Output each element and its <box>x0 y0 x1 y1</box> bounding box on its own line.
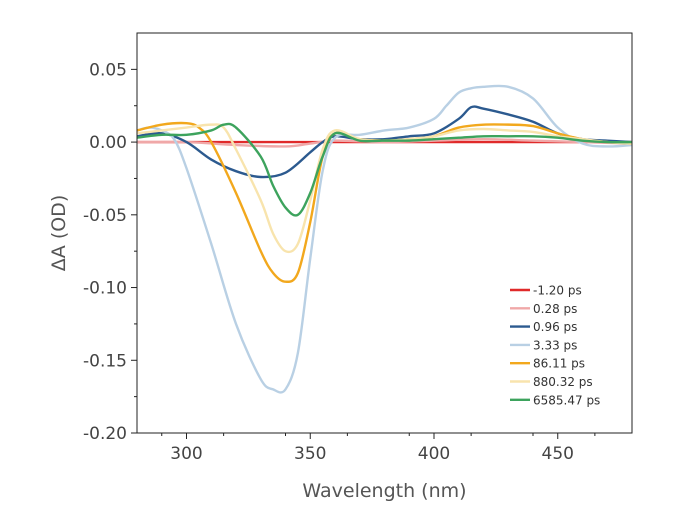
legend-label-3: 0.96 ps <box>533 320 577 334</box>
legend-label-4: 3.33 ps <box>533 338 577 352</box>
x-tick-label: 450 <box>542 444 574 464</box>
y-tick-label: -0.20 <box>83 424 127 444</box>
legend-label-5: 86.11 ps <box>533 357 585 371</box>
series-line-7 <box>136 122 633 217</box>
y-axis-title: ΔA (OD) <box>48 195 70 271</box>
series-line-5 <box>136 121 633 283</box>
legend: -1.20 ps 0.28 ps 0.96 ps 3.33 ps 86.11 ps 880… <box>510 284 600 407</box>
x-axis-title: Wavelength (nm) <box>302 480 466 502</box>
y-tick-label: 0.00 <box>89 133 127 153</box>
tick-layer: 300 350 400 450 0.05 0.00 -0.05 -0.10 -0.15 -0.20 <box>83 60 596 464</box>
series-line-6 <box>136 123 633 254</box>
y-tick-label: -0.10 <box>83 279 127 299</box>
x-tick-label: 300 <box>170 444 202 464</box>
legend-label-6: 880.32 ps <box>533 375 593 389</box>
y-tick-label: -0.15 <box>83 351 127 371</box>
x-tick-label: 350 <box>294 444 326 464</box>
legend-label-7: 6585.47 ps <box>533 393 600 407</box>
series-line-3 <box>136 105 633 179</box>
legend-label-2: 0.28 ps <box>533 302 577 316</box>
series-line-4 <box>136 84 633 394</box>
y-tick-label: 0.05 <box>89 60 127 80</box>
y-tick-label: -0.05 <box>83 206 127 226</box>
x-tick-label: 400 <box>418 444 450 464</box>
legend-label-1: -1.20 ps <box>533 284 582 298</box>
plot-frame <box>136 32 633 434</box>
series-layer <box>136 84 633 394</box>
